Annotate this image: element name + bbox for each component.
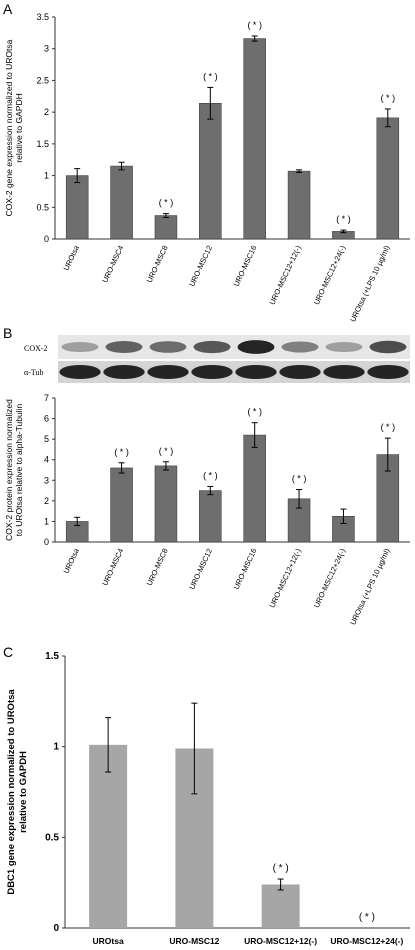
- y-tick-label: 1: [44, 171, 49, 181]
- y-tick-label: 6: [44, 414, 49, 424]
- bar: [199, 490, 222, 543]
- bar: [154, 465, 178, 543]
- category-label: URO-MSC12+12(-): [268, 244, 304, 307]
- bar: [199, 103, 222, 240]
- y-axis-label: COX-2 protein expression normalized: [4, 399, 14, 541]
- y-tick-label: 3.5: [36, 12, 49, 22]
- chart-panel-a: 0 0.5 1 1.5 2 2.5 3 3.5 COX-2 gene expression no…: [4, 12, 410, 323]
- category-label: UROtsa: [93, 936, 124, 946]
- bar: [243, 38, 266, 240]
- significance-marker: ( * ): [292, 474, 307, 484]
- significance-marker: ( * ): [247, 20, 262, 30]
- y-tick-label: 5: [44, 434, 49, 444]
- blot-band-tubulin: [147, 365, 189, 379]
- y-axis-label: COX-2 gene expression normalized to UROt…: [4, 39, 14, 216]
- y-tick-label: 2: [44, 107, 49, 117]
- significance-marker: ( * ): [381, 93, 396, 103]
- significance-marker: ( * ): [159, 446, 174, 456]
- category-label: URO-MSC12+24(-): [330, 936, 403, 946]
- blot-band-cox2: [281, 341, 319, 353]
- y-tick-label: 4: [44, 455, 49, 465]
- blot-band-cox2: [149, 341, 187, 353]
- category-label: UROtsa: [62, 546, 82, 575]
- bar: [110, 467, 133, 543]
- category-label: URO-MSC4: [100, 244, 125, 284]
- y-tick-label: 0: [53, 923, 59, 934]
- y-tick-label: 3: [44, 475, 49, 485]
- category-label: URO-MSC12+12(-): [244, 936, 317, 946]
- significance-marker: ( * ): [336, 214, 351, 224]
- y-tick-label: 1: [53, 742, 59, 753]
- blot-band-tubulin: [367, 365, 409, 379]
- western-blot-image: COX-2 α-Tub: [24, 335, 410, 383]
- category-label: UROtsa: [62, 243, 82, 272]
- category-label: URO-MSC8: [145, 547, 170, 587]
- y-axis-label: to UROtsa relative to alpha-Tubulin: [14, 404, 24, 537]
- blot-band-tubulin: [191, 365, 233, 379]
- category-label: URO-MSC12: [169, 936, 219, 946]
- bar: [110, 165, 133, 240]
- bar: [287, 170, 311, 240]
- panel-label-a: A: [3, 1, 13, 17]
- blot-band-tubulin: [279, 365, 321, 379]
- category-label: URO-MSC4: [100, 547, 125, 587]
- blot-label-cox2: COX-2: [24, 344, 48, 353]
- category-label: URO-MSC12: [187, 547, 214, 591]
- blot-band-cox2: [369, 340, 407, 354]
- y-axis-label: DBC1 gene expression normalized to UROts…: [6, 689, 17, 895]
- y-tick-label: 0.5: [36, 202, 49, 212]
- bar: [261, 884, 300, 928]
- significance-marker: ( * ): [381, 422, 396, 432]
- category-label: URO-MSC12: [187, 244, 214, 288]
- significance-marker: ( * ): [359, 912, 375, 923]
- category-label: URO-MSC12+12(-): [268, 547, 304, 610]
- y-tick-label: 1.5: [36, 139, 49, 149]
- bar: [89, 744, 128, 928]
- category-label: UROtsa (+LPS 10 µg/ml): [348, 547, 392, 627]
- blot-label-tubulin: α-Tub: [24, 368, 43, 377]
- significance-marker: ( * ): [203, 71, 218, 81]
- y-tick-label: 1.5: [45, 651, 59, 662]
- blot-band-tubulin: [59, 365, 101, 379]
- blot-band-cox2: [61, 341, 99, 353]
- blot-band-cox2: [105, 341, 143, 353]
- category-label: URO-MSC12+24(-): [312, 244, 348, 307]
- significance-marker: ( * ): [247, 407, 262, 417]
- bar: [243, 434, 266, 543]
- bar: [154, 215, 178, 240]
- chart-panel-c: 0 0.5 1 1.5 DBC1 gene expression normalized …: [6, 651, 410, 946]
- y-axis-label: relative to GAPDH: [14, 93, 24, 162]
- y-tick-label: 0.5: [45, 832, 59, 843]
- panel-label-c: C: [3, 644, 13, 660]
- category-label: URO-MSC16: [232, 547, 259, 591]
- blot-band-tubulin: [323, 365, 365, 379]
- blot-band-tubulin: [235, 365, 277, 379]
- panel-label-b: B: [3, 325, 12, 341]
- blot-band-cox2: [325, 341, 363, 353]
- y-tick-label: 2: [44, 496, 49, 506]
- y-axis-label: relative to GAPDH: [18, 751, 29, 833]
- y-tick-label: 7: [44, 393, 49, 403]
- bar: [65, 175, 89, 240]
- blot-band-cox2: [193, 340, 231, 354]
- category-label: URO-MSC16: [232, 244, 259, 288]
- significance-marker: ( * ): [114, 447, 129, 457]
- blot-band-cox2: [237, 340, 275, 354]
- significance-marker: ( * ): [159, 198, 174, 208]
- y-tick-label: 1: [44, 516, 49, 526]
- bar: [376, 117, 400, 240]
- y-tick-label: 0: [44, 537, 49, 547]
- category-label: URO-MSC12+24(-): [312, 547, 348, 610]
- y-tick-label: 2.5: [36, 75, 49, 85]
- chart-panel-b: 0 1 2 3 4 5 6 7 COX-2 protein expression normali…: [4, 393, 410, 626]
- y-tick-label: 3: [44, 44, 49, 54]
- blot-band-tubulin: [103, 365, 145, 379]
- blot-strip-tubulin: [58, 361, 410, 383]
- category-label: URO-MSC8: [145, 244, 170, 284]
- category-label: UROtsa (+LPS 10 µg/ml): [348, 244, 392, 324]
- significance-marker: ( * ): [273, 863, 289, 874]
- significance-marker: ( * ): [203, 470, 218, 480]
- y-tick-label: 0: [44, 234, 49, 244]
